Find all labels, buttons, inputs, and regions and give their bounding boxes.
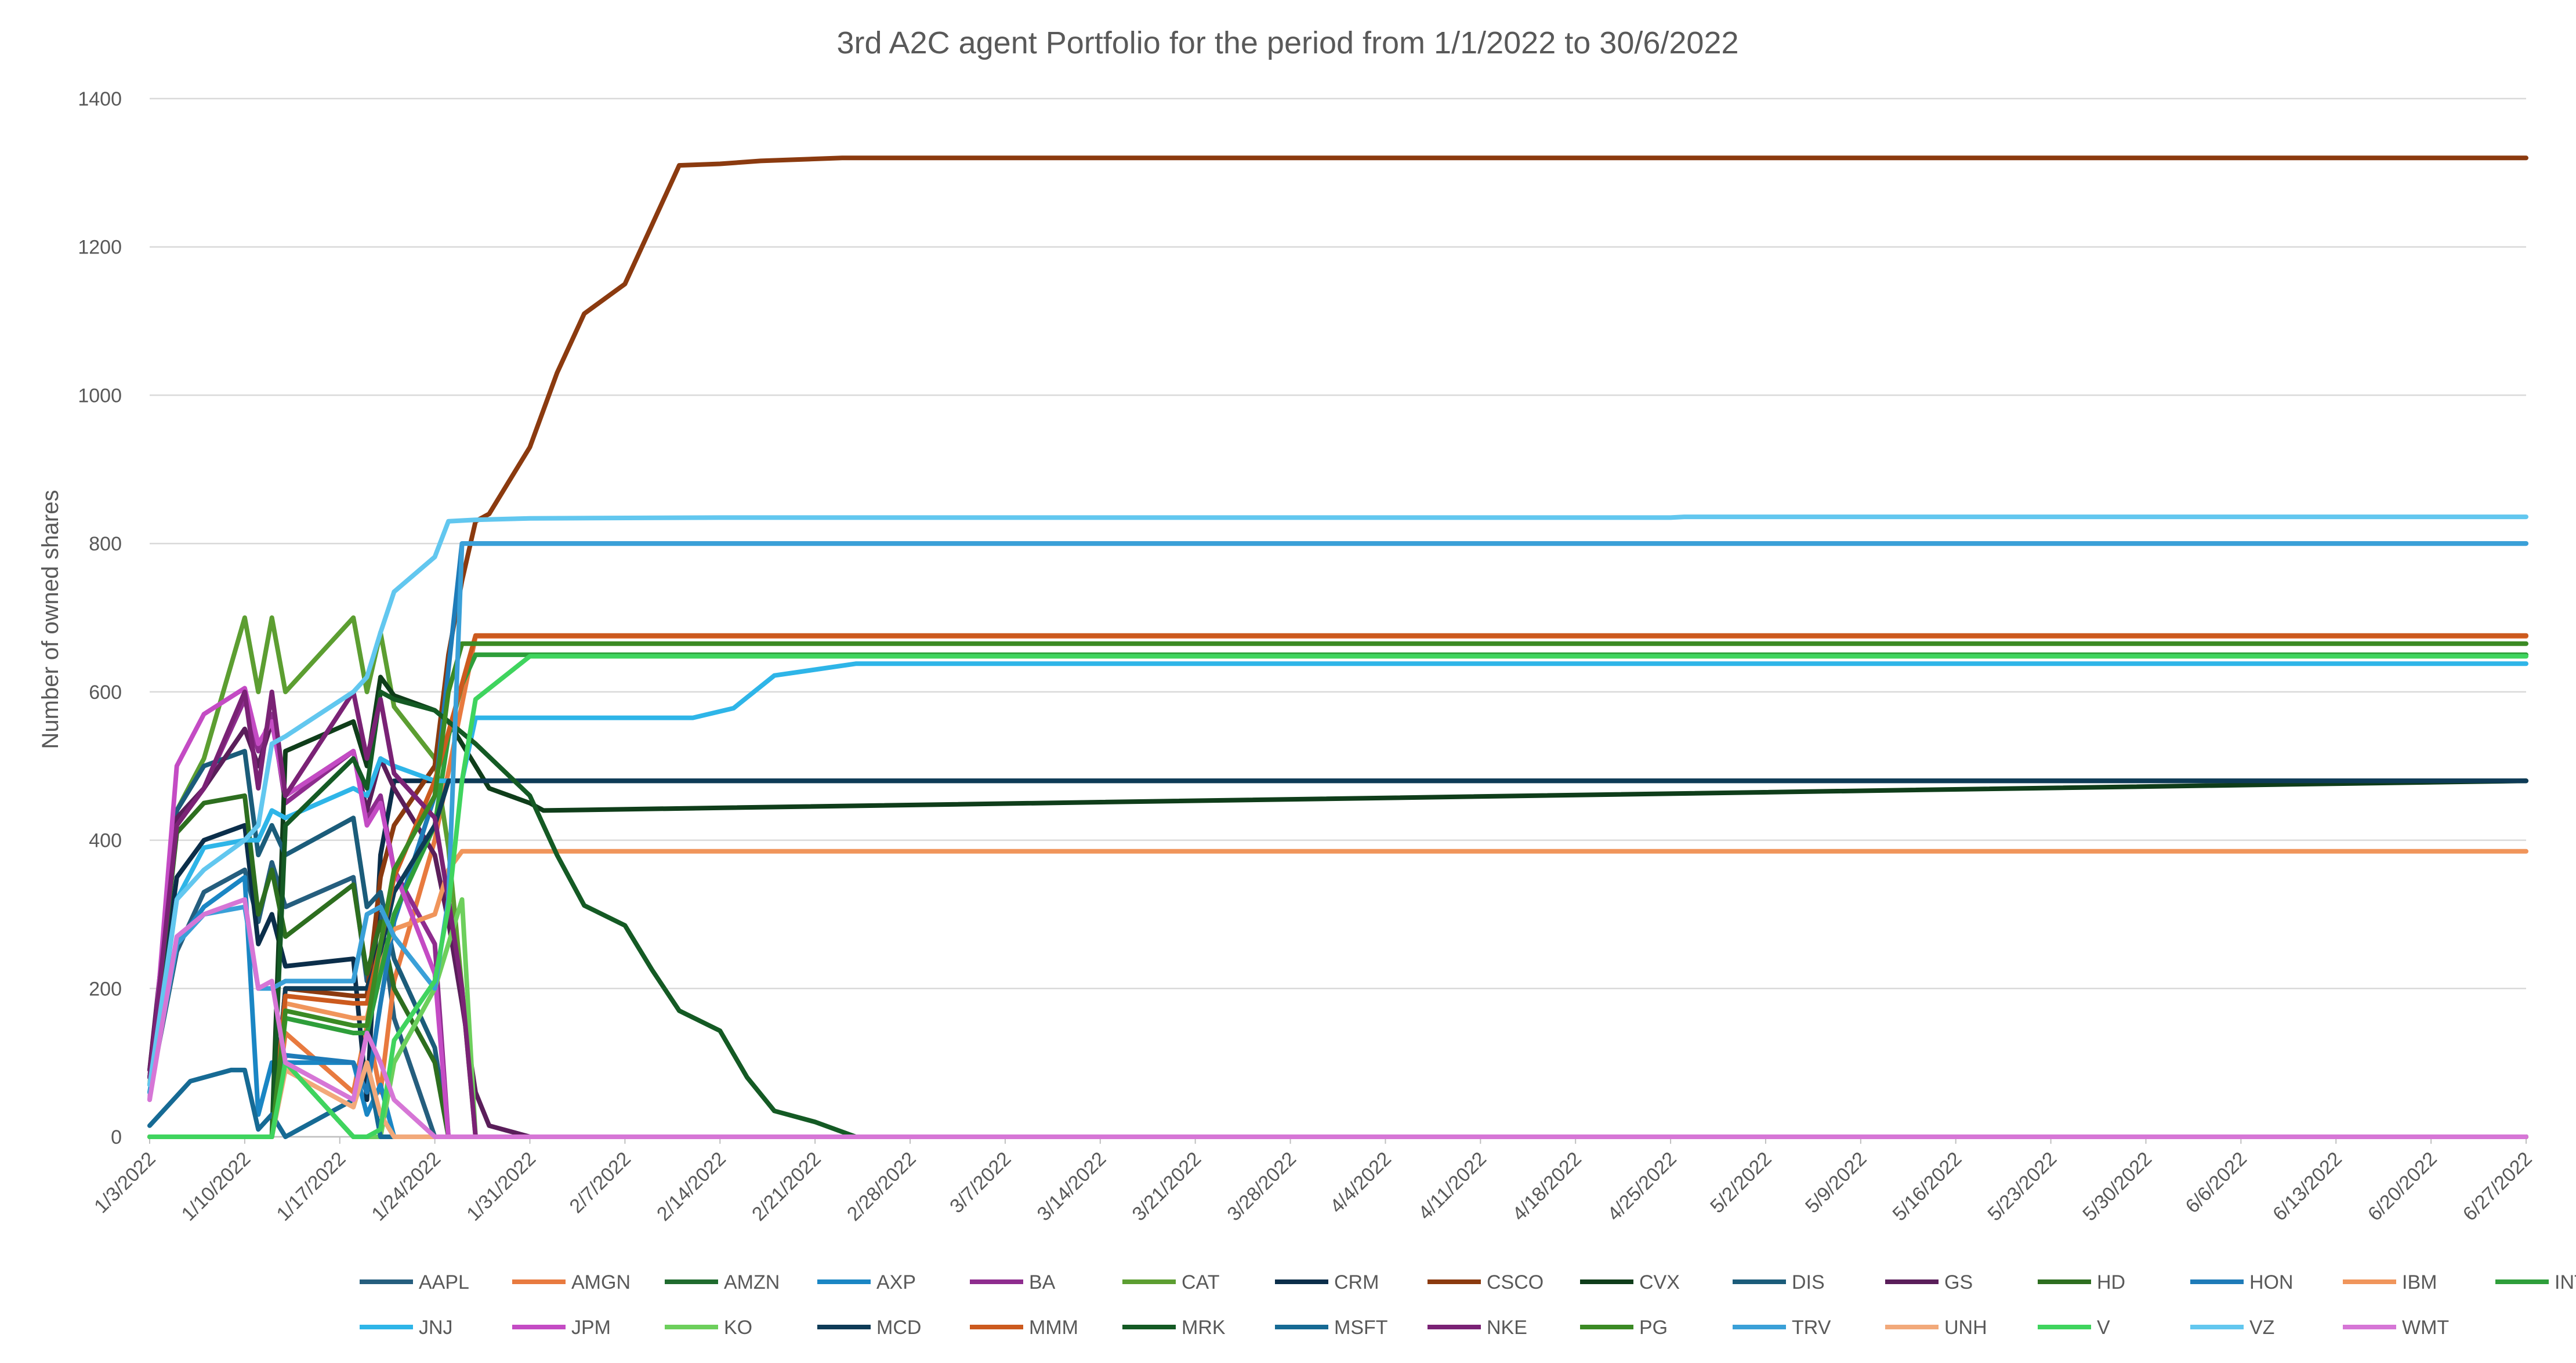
series-line-mrk bbox=[147, 689, 2528, 1139]
legend-label: IBM bbox=[2402, 1271, 2437, 1293]
legend-label: CAT bbox=[1182, 1271, 1219, 1293]
legend-label: TRV bbox=[1792, 1317, 1831, 1339]
y-tick-label: 400 bbox=[89, 830, 122, 852]
legend-label: CSCO bbox=[1487, 1271, 1544, 1293]
chart-title: 3rd A2C agent Portfolio for the period f… bbox=[836, 26, 1738, 60]
series-line-vz bbox=[147, 514, 2528, 1088]
series-line-gs bbox=[147, 719, 2528, 1139]
y-axis-label: Number of owned shares bbox=[38, 490, 63, 749]
legend-label: V bbox=[2097, 1317, 2110, 1339]
legend-label: UNH bbox=[1944, 1317, 1987, 1339]
legend-label: AAPL bbox=[419, 1271, 469, 1293]
legend-label: AMGN bbox=[571, 1271, 631, 1293]
legend-label: MRK bbox=[1182, 1317, 1226, 1339]
legend-label: WMT bbox=[2402, 1317, 2449, 1339]
legend-label: AXP bbox=[876, 1271, 916, 1293]
series-line-wmt bbox=[147, 897, 2528, 1139]
legend-label: HD bbox=[2097, 1271, 2125, 1293]
y-tick-label: 200 bbox=[89, 978, 122, 1000]
series-line-pg bbox=[147, 641, 2528, 1139]
y-axis-ticks: 0 200 400 600 800 1000 1200 1400 bbox=[78, 88, 122, 1148]
legend-label: BA bbox=[1029, 1271, 1056, 1293]
legend-label: CVX bbox=[1639, 1271, 1680, 1293]
legend-label: NKE bbox=[1487, 1317, 1527, 1339]
legend-label: KO bbox=[724, 1317, 752, 1339]
legend-label: CRM bbox=[1334, 1271, 1379, 1293]
legend-label: MSFT bbox=[1334, 1317, 1388, 1339]
legend-label: JPM bbox=[571, 1317, 611, 1339]
legend-label: DIS bbox=[1792, 1271, 1825, 1293]
y-tick-label: 1000 bbox=[78, 385, 122, 407]
legend-label: INTC bbox=[2555, 1271, 2576, 1293]
legend-label: HON bbox=[2249, 1271, 2294, 1293]
series-line-aapl bbox=[147, 860, 2528, 1139]
legend-label: GS bbox=[1944, 1271, 1973, 1293]
legend: AAPL AMGN AMZN AXP BA CAT CRM CSCO CVX DIS GS HD HON… bbox=[360, 1271, 2576, 1339]
y-tick-label: 1400 bbox=[78, 88, 122, 110]
y-tick-label: 800 bbox=[89, 533, 122, 555]
series-line-dis bbox=[147, 749, 2528, 1139]
series-line-crm bbox=[147, 778, 2528, 1103]
y-tick-label: 1200 bbox=[78, 237, 122, 259]
series-line-jpm bbox=[147, 686, 2528, 1139]
y-tick-label: 0 bbox=[111, 1126, 122, 1148]
y-tick-label: 600 bbox=[89, 682, 122, 704]
legend-label: MMM bbox=[1029, 1317, 1078, 1339]
legend-label: JNJ bbox=[419, 1317, 453, 1339]
legend-label: VZ bbox=[2249, 1317, 2274, 1339]
series-line-nke bbox=[147, 689, 2528, 1139]
legend-label: AMZN bbox=[724, 1271, 780, 1293]
legend-label: MCD bbox=[876, 1317, 921, 1339]
legend-label: PG bbox=[1639, 1317, 1668, 1339]
series-lines bbox=[147, 155, 2528, 1139]
series-line-hd bbox=[147, 793, 2528, 1139]
